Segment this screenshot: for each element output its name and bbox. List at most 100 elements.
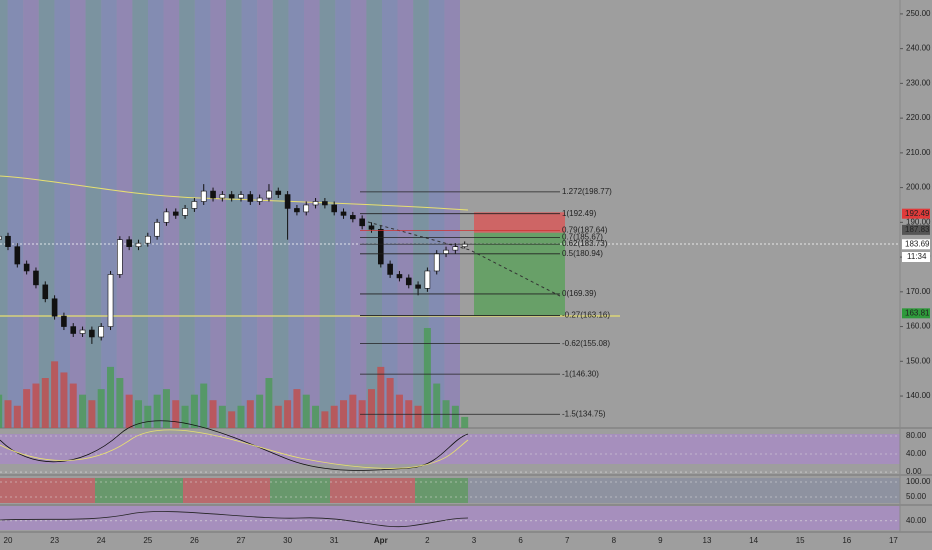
price-tag (902, 239, 930, 250)
countdown-bg (902, 252, 930, 262)
fib-label: 0.62(183.73) (562, 239, 608, 248)
volume-bar (395, 394, 403, 428)
candle-body (154, 222, 160, 237)
volume-bar (125, 394, 133, 428)
volume-bar (153, 394, 161, 428)
fib-label: 0.7(185.67) (562, 232, 603, 241)
fib-label: -1(146.30) (562, 369, 599, 378)
candle-body (200, 190, 207, 202)
price-tag (902, 224, 930, 235)
volume-bar (256, 394, 264, 428)
volume-bar (32, 383, 40, 428)
candle-body (294, 208, 300, 213)
volume-bar (377, 366, 385, 428)
profit-zone (474, 232, 565, 316)
volume-bar (340, 400, 348, 428)
fib-label: 0(169.39) (562, 289, 597, 298)
stoch-zone (330, 478, 415, 503)
loss-zone (474, 212, 565, 233)
volume-bar (181, 405, 189, 428)
bg-stripe (226, 0, 242, 428)
candle-body (14, 246, 21, 265)
volume-bar (349, 394, 357, 428)
candle-body (405, 277, 412, 286)
candle-body (461, 243, 468, 247)
stoch-zone (95, 478, 183, 503)
candle-body (387, 263, 393, 275)
candle-body (51, 298, 58, 317)
y-tick-label: 160.00 (906, 322, 931, 331)
x-tick-label: 26 (190, 536, 199, 545)
volume-bar (97, 389, 105, 428)
candle-body (117, 239, 123, 275)
candle-body (5, 235, 11, 247)
volume-bar (162, 389, 170, 428)
bg-stripe (288, 0, 304, 428)
volume-bar (414, 405, 422, 428)
volume-bar (451, 405, 459, 428)
candle-body (70, 326, 77, 334)
fib-label: 1.272(198.77) (562, 187, 612, 196)
volume-bar (218, 405, 226, 428)
bg-stripe (304, 0, 320, 428)
volume-bar (0, 394, 3, 428)
x-tick-label: 24 (97, 536, 106, 545)
candle-body (396, 274, 403, 279)
candle-body (210, 190, 216, 199)
volume-bar (41, 378, 49, 428)
x-tick-label: 6 (518, 536, 523, 545)
x-tick-label: 31 (330, 536, 339, 545)
volume-bar (190, 394, 198, 428)
candle-body (322, 201, 328, 206)
candle-body (256, 197, 263, 202)
moving-average (0, 175, 469, 211)
x-tick-label: 16 (842, 536, 851, 545)
y-tick-label: 230.00 (906, 78, 931, 87)
volume-bar (274, 405, 282, 428)
volume-bar (367, 389, 375, 428)
volume-bar (228, 411, 236, 428)
candle-body (350, 215, 356, 220)
indicator-tick-label: 50.00 (906, 492, 927, 501)
candle-body (377, 228, 384, 265)
price-tag-label: 163.81 (905, 308, 930, 317)
candle-body (303, 204, 310, 213)
candle-body (228, 194, 235, 199)
y-tick-label: 170.00 (906, 287, 931, 296)
fib-label: -0.62(155.08) (562, 339, 610, 348)
candle-body (23, 263, 30, 272)
candle-body (368, 225, 375, 230)
candle-body (182, 208, 188, 216)
y-tick-label: 190.00 (906, 217, 931, 226)
bg-stripe (350, 0, 367, 428)
candle-body (219, 194, 226, 199)
price-tag-label: 192.49 (905, 209, 930, 218)
candle-body (331, 204, 338, 213)
volume-bar (134, 400, 142, 428)
candle-body (107, 274, 114, 327)
volume-bar (4, 400, 12, 428)
candle-body (145, 235, 151, 244)
candle-body (247, 194, 254, 202)
bg-stripe (101, 0, 117, 428)
stoch-signal (0, 429, 469, 469)
indicator-tick-label: 40.00 (906, 449, 927, 458)
bg-stripe (7, 0, 24, 428)
volume-bar (116, 378, 124, 428)
x-tick-label: 13 (703, 536, 712, 545)
bg-stripe (116, 0, 133, 428)
x-tick-label: 25 (143, 536, 152, 545)
x-tick-label: 8 (612, 536, 617, 545)
x-tick-label: 2 (425, 536, 430, 545)
volume-bar (423, 328, 431, 428)
x-tick-label: 7 (565, 536, 570, 545)
candle-body (424, 270, 431, 289)
bg-stripe (257, 0, 273, 428)
x-tick-label: 27 (237, 536, 246, 545)
volume-bar (209, 400, 217, 428)
indicator-bg (0, 506, 900, 530)
candle-body (126, 239, 132, 247)
volume-bar (69, 383, 77, 428)
bg-stripe (194, 0, 211, 428)
